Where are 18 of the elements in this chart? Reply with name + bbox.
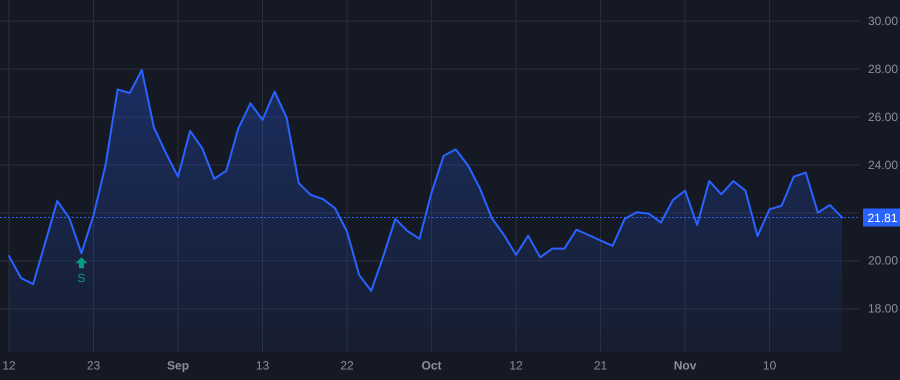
x-tick-label: 12: [509, 358, 524, 373]
ref-line-label: 21.81: [867, 210, 898, 225]
y-tick-label: 24.00: [868, 158, 898, 172]
y-tick-label: 20.00: [868, 254, 898, 268]
x-tick-label: 12: [2, 358, 16, 373]
x-tick-label: 22: [340, 358, 354, 373]
y-tick-label: 30.00: [868, 14, 898, 28]
x-tick-label: Nov: [674, 358, 697, 373]
annotation: S: [77, 271, 86, 286]
y-tick-label: 28.00: [868, 62, 898, 76]
x-tick-label: 21: [594, 358, 608, 373]
y-tick-label: 18.00: [868, 302, 898, 316]
x-tick-label: Sep: [167, 358, 190, 373]
x-tick-label: 10: [762, 358, 777, 373]
x-tick-label: 23: [86, 358, 100, 373]
x-tick-label: Oct: [422, 358, 442, 373]
x-tick-label: 13: [256, 358, 270, 373]
y-tick-label: 26.00: [868, 110, 898, 124]
